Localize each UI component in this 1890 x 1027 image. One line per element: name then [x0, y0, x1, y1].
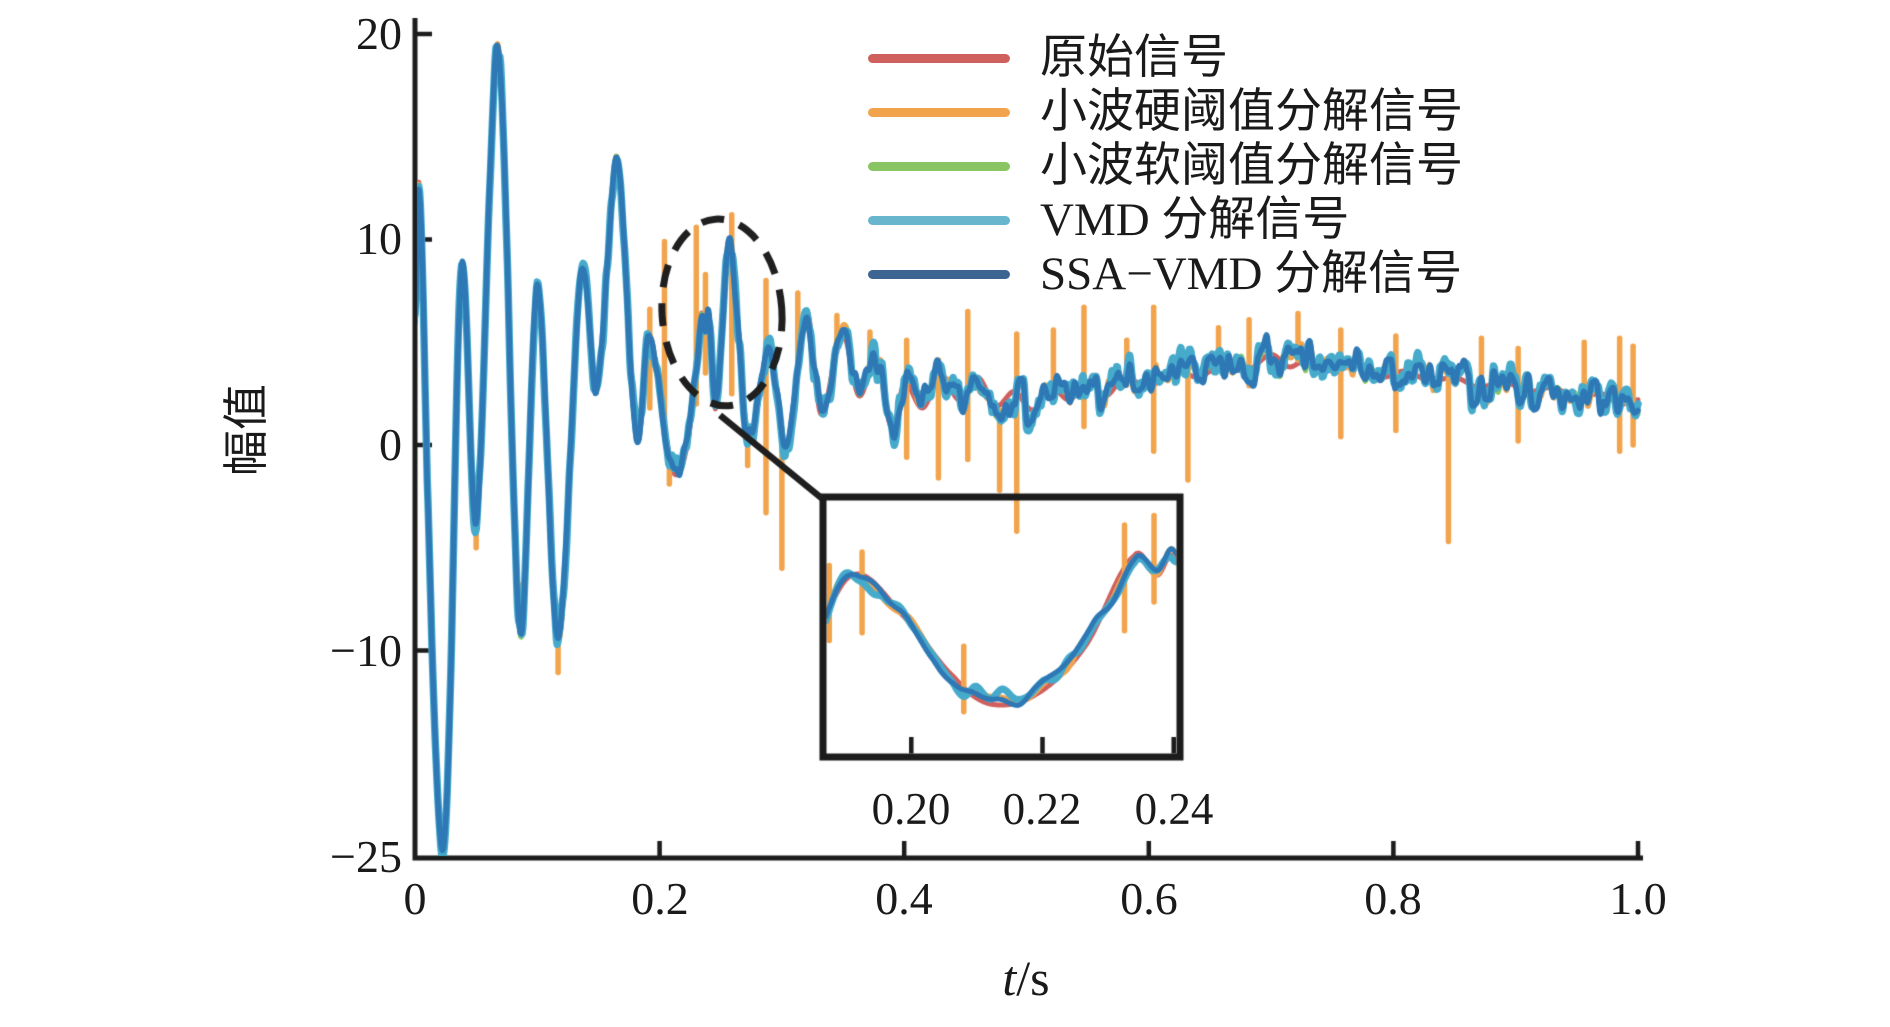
- x-axis-unit: /s: [1016, 950, 1050, 1006]
- legend-item-wavelet-hard: 小波硬阈值分解信号: [868, 85, 1463, 139]
- xtick-label-04: 0.4: [875, 873, 933, 924]
- legend-line-original-icon: [868, 53, 1010, 63]
- ytick-label-0: 0: [379, 419, 402, 470]
- x-axis-variable: t: [1002, 950, 1017, 1006]
- legend-label-wavelet-soft: 小波软阈值分解信号: [1040, 140, 1463, 192]
- y-axis-title: 幅值: [221, 384, 272, 476]
- legend-label-wavelet-hard: 小波硬阈值分解信号: [1040, 86, 1463, 138]
- x-axis-title: t/s: [926, 948, 1126, 1008]
- legend-item-original: 原始信号: [868, 31, 1463, 85]
- ytick-label-m10: −10: [330, 625, 402, 676]
- xtick-label-08: 0.8: [1364, 873, 1422, 924]
- xtick-label-06: 0.6: [1120, 873, 1178, 924]
- ytick-label-m25: −25: [330, 831, 402, 882]
- legend-label-vmd: VMD 分解信号: [1040, 194, 1350, 246]
- inset-xtick-label-024: 0.24: [1134, 784, 1214, 834]
- xtick-label-10: 1.0: [1609, 873, 1667, 924]
- legend-line-vmd-icon: [868, 215, 1010, 225]
- legend-line-wavelet-soft-icon: [868, 161, 1010, 171]
- legend-item-vmd: VMD 分解信号: [868, 193, 1463, 247]
- legend-label-original: 原始信号: [1040, 32, 1228, 84]
- xtick-label-0: 0: [403, 873, 427, 924]
- legend-item-wavelet-soft: 小波软阈值分解信号: [868, 139, 1463, 193]
- ytick-label-20: 20: [356, 8, 402, 59]
- legend-line-wavelet-hard-icon: [868, 107, 1010, 117]
- inset-xtick-label-020: 0.20: [871, 784, 951, 834]
- legend-item-ssa-vmd: SSA−VMD 分解信号: [868, 247, 1463, 301]
- legend-label-ssa-vmd: SSA−VMD 分解信号: [1040, 248, 1463, 300]
- ytick-label-10: 10: [356, 213, 402, 264]
- inset-xtick-label-022: 0.22: [1002, 784, 1082, 834]
- xtick-label-02: 0.2: [631, 873, 689, 924]
- legend: 原始信号 小波硬阈值分解信号 小波软阈值分解信号 VMD 分解信号 SSA−VM…: [868, 31, 1463, 301]
- legend-line-ssa-vmd-icon: [868, 269, 1010, 279]
